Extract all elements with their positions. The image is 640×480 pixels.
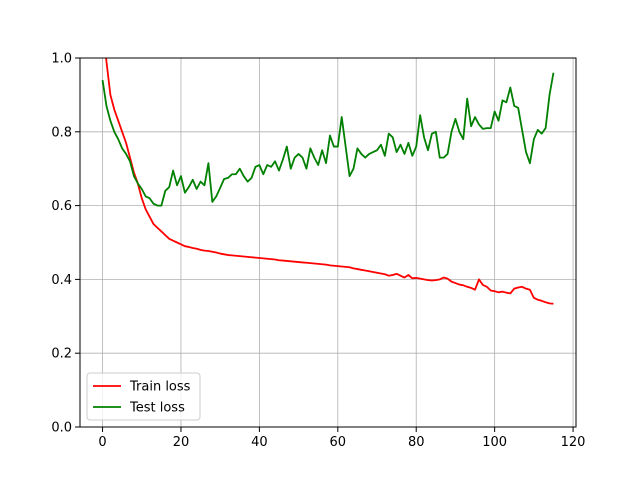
y-axis: 0.0 0.2 0.4 0.6 0.8 1.0 bbox=[51, 52, 80, 436]
x-tick-label: 60 bbox=[330, 435, 347, 450]
axes-frame bbox=[79, 57, 577, 428]
y-tick-label: 0.6 bbox=[51, 199, 72, 214]
x-tick-label: 0 bbox=[98, 435, 106, 450]
legend-box bbox=[86, 372, 201, 421]
series-lines bbox=[101, 58, 555, 305]
x-tick-label: 120 bbox=[561, 435, 586, 450]
test-loss-line bbox=[101, 72, 555, 207]
x-tick-label: 80 bbox=[408, 435, 425, 450]
x-tick-label: 40 bbox=[251, 435, 268, 450]
y-tick-label: 0.8 bbox=[51, 125, 72, 140]
train-loss-legend-label: Train loss bbox=[129, 380, 191, 395]
y-tick-label: 0.2 bbox=[51, 347, 72, 362]
test-loss-legend-label: Test loss bbox=[129, 401, 185, 416]
y-tick-label: 0.0 bbox=[51, 421, 72, 436]
x-axis: 0 20 40 60 80 100 120 bbox=[98, 427, 585, 450]
y-tick-label: 1.0 bbox=[51, 52, 72, 67]
x-tick-label: 100 bbox=[482, 435, 507, 450]
legend: Train loss Test loss bbox=[86, 372, 201, 421]
train-loss-line bbox=[105, 58, 554, 305]
x-tick-label: 20 bbox=[173, 435, 190, 450]
y-tick-label: 0.4 bbox=[51, 273, 72, 288]
